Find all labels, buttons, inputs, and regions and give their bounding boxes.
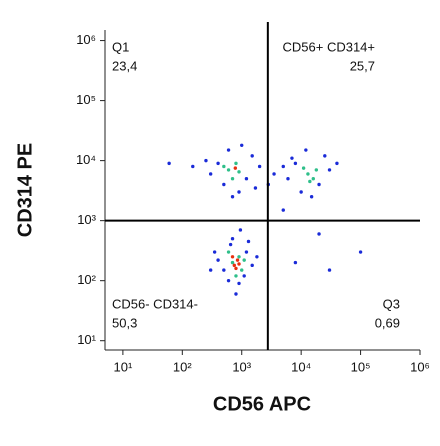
quadrant-name: CD56- CD314- bbox=[112, 296, 198, 311]
event-dot bbox=[306, 172, 310, 176]
event-dot bbox=[204, 158, 208, 163]
event-dot bbox=[212, 250, 217, 254]
event-dot bbox=[226, 278, 231, 283]
event-dot bbox=[230, 195, 235, 199]
event-dot bbox=[299, 190, 303, 194]
event-dot bbox=[309, 195, 314, 199]
event-dot bbox=[237, 255, 241, 259]
event-dot bbox=[246, 239, 251, 244]
x-tick-label: 10⁴ bbox=[291, 359, 311, 374]
event-dot bbox=[230, 255, 235, 259]
event-dot bbox=[226, 250, 231, 254]
event-dot bbox=[167, 161, 171, 166]
event-dot bbox=[286, 176, 290, 181]
event-dot bbox=[242, 258, 246, 262]
quadrant-percent: 23,4 bbox=[112, 58, 137, 73]
event-dot bbox=[234, 266, 238, 271]
event-dot bbox=[327, 268, 332, 272]
y-tick-label: 10² bbox=[77, 272, 96, 287]
event-dot bbox=[232, 263, 237, 268]
event-dot bbox=[234, 161, 238, 166]
event-dot bbox=[208, 268, 213, 272]
event-dot bbox=[237, 281, 241, 286]
quadrant-name: Q3 bbox=[383, 296, 400, 311]
y-tick-label: 10³ bbox=[77, 212, 96, 227]
event-dot bbox=[281, 164, 285, 169]
x-tick-label: 10³ bbox=[232, 359, 251, 374]
x-tick-label: 10¹ bbox=[113, 359, 132, 374]
event-dot bbox=[226, 168, 231, 172]
event-dot bbox=[208, 172, 213, 176]
event-dot bbox=[191, 164, 195, 169]
event-dot bbox=[237, 170, 241, 174]
event-dot bbox=[290, 156, 294, 160]
event-dot bbox=[317, 182, 321, 187]
event-dot bbox=[238, 228, 243, 232]
event-dot bbox=[323, 154, 327, 158]
event-dot bbox=[240, 268, 244, 272]
event-dot bbox=[293, 161, 298, 166]
event-dot bbox=[240, 143, 244, 147]
event-dot bbox=[228, 242, 233, 247]
event-dot bbox=[255, 255, 259, 259]
event-dot bbox=[250, 263, 254, 268]
event-dot bbox=[257, 164, 262, 169]
event-dot bbox=[317, 232, 321, 236]
event-dot bbox=[237, 190, 241, 194]
event-dot bbox=[222, 268, 226, 272]
x-tick-label: 10⁵ bbox=[351, 359, 371, 374]
event-dot bbox=[226, 148, 231, 152]
event-dot bbox=[230, 176, 235, 181]
x-axis-title: CD56 APC bbox=[213, 393, 311, 415]
event-dot bbox=[327, 168, 332, 172]
event-dot bbox=[304, 148, 308, 152]
y-tick-label: 10⁶ bbox=[76, 32, 96, 47]
event-dot bbox=[272, 172, 276, 176]
event-dot bbox=[335, 161, 339, 166]
event-dot bbox=[253, 186, 258, 190]
event-dot bbox=[222, 182, 226, 187]
event-dot bbox=[233, 166, 238, 170]
quadrant-name: CD56+ CD314+ bbox=[283, 39, 376, 54]
event-dot bbox=[222, 164, 226, 169]
event-dot bbox=[358, 250, 363, 254]
y-tick-label: 10⁴ bbox=[76, 152, 96, 167]
event-dot bbox=[234, 274, 238, 278]
x-tick-label: 10² bbox=[173, 359, 192, 374]
quadrant-percent: 0,69 bbox=[375, 315, 400, 330]
event-dot bbox=[230, 237, 235, 241]
event-dot bbox=[242, 274, 246, 278]
event-dot bbox=[308, 179, 312, 184]
event-dot bbox=[235, 258, 240, 262]
quadrant-percent: 25,7 bbox=[350, 58, 375, 73]
event-dot bbox=[281, 208, 285, 212]
event-dot bbox=[230, 260, 235, 265]
event-dot bbox=[293, 260, 298, 265]
event-dot bbox=[216, 258, 220, 262]
event-dot bbox=[244, 250, 249, 254]
y-tick-label: 10¹ bbox=[77, 332, 96, 347]
event-dot bbox=[244, 176, 249, 181]
event-dot bbox=[301, 166, 306, 170]
quadrant-percent: 50,3 bbox=[112, 315, 137, 330]
quadrant-name: Q1 bbox=[112, 39, 129, 54]
y-axis-title: CD314 PE bbox=[14, 143, 36, 238]
event-dot bbox=[250, 154, 254, 158]
event-dot bbox=[311, 176, 315, 181]
y-tick-label: 10⁵ bbox=[76, 92, 96, 107]
event-dot bbox=[237, 262, 241, 266]
x-tick-label: 10⁶ bbox=[410, 359, 430, 374]
event-dot bbox=[314, 168, 319, 172]
event-dot bbox=[234, 292, 238, 296]
event-dot bbox=[216, 161, 220, 166]
